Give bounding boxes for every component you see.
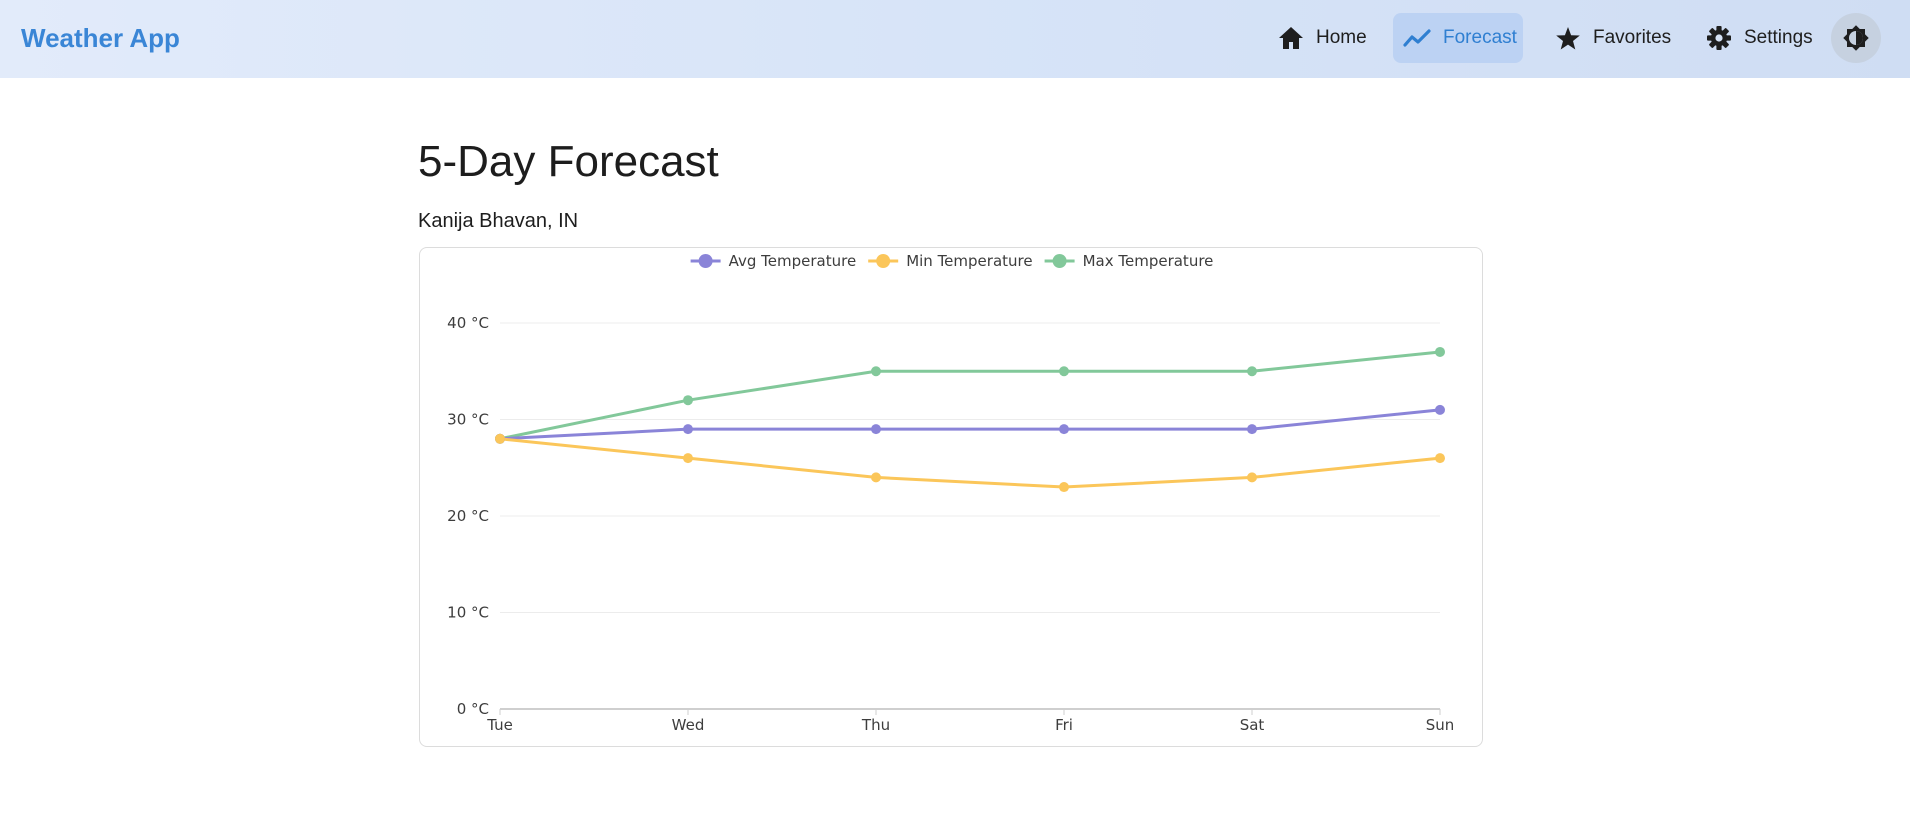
nav-forecast-label: Forecast [1443, 27, 1517, 48]
data-point-min-temperature [1059, 482, 1069, 493]
x-tick-label: Sun [1426, 716, 1455, 734]
x-tick-label: Thu [861, 716, 890, 734]
nav-settings-label: Settings [1744, 27, 1813, 48]
data-point-avg-temperature [1435, 404, 1445, 415]
nav-settings[interactable]: Settings [1696, 13, 1823, 63]
legend-label-avg-temperature[interactable]: Avg Temperature [729, 252, 857, 270]
x-tick-label: Tue [486, 716, 513, 734]
nav-home[interactable]: Home [1268, 13, 1377, 63]
app-brand[interactable]: Weather App [21, 23, 180, 53]
nav-forecast[interactable]: Forecast [1393, 13, 1523, 63]
legend-swatch-avg-temperature[interactable] [698, 254, 713, 268]
data-point-min-temperature [683, 453, 693, 464]
home-icon [1278, 26, 1304, 50]
forecast-chart: 0 °C 10 °C 20 °C 30 °C 40 °C Tue Wed Thu Fri Sat S… [447, 252, 1455, 734]
x-tick-label: Wed [672, 716, 705, 734]
data-point-max-temperature [1059, 366, 1069, 377]
legend-swatch-min-temperature[interactable] [876, 254, 891, 268]
data-point-min-temperature [1435, 453, 1445, 464]
trend-icon [1403, 28, 1431, 48]
nav-favorites-label: Favorites [1593, 27, 1672, 48]
star-icon [1555, 26, 1581, 51]
page-title: 5-Day Forecast [418, 137, 719, 186]
data-point-avg-temperature [871, 424, 881, 435]
y-tick-label: 30 °C [447, 411, 489, 429]
nav-home-label: Home [1316, 27, 1367, 48]
data-point-avg-temperature [1247, 424, 1257, 435]
gear-icon [1706, 25, 1732, 51]
data-point-avg-temperature [683, 424, 693, 435]
x-tick-label: Sat [1240, 716, 1265, 734]
series-line-avg-temperature [499, 408, 1441, 441]
series-line-max-temperature [499, 350, 1441, 441]
data-point-max-temperature [1247, 366, 1257, 377]
legend-swatch-max-temperature[interactable] [1052, 254, 1067, 268]
data-point-min-temperature [871, 472, 881, 483]
nav-favorites[interactable]: Favorites [1545, 13, 1681, 63]
data-point-max-temperature [1435, 346, 1445, 357]
brightness-icon [1841, 23, 1871, 53]
data-point-avg-temperature [1059, 424, 1069, 435]
data-point-max-temperature [871, 366, 881, 377]
y-tick-label: 10 °C [447, 604, 489, 622]
y-tick-label: 20 °C [447, 507, 489, 525]
data-point-min-temperature [495, 433, 505, 444]
y-tick-label: 0 °C [457, 700, 489, 718]
legend-label-min-temperature[interactable]: Min Temperature [906, 252, 1032, 270]
series-line-min-temperature [499, 437, 1441, 489]
location-label: Kanija Bhavan, IN [418, 210, 579, 232]
forecast-chart-card: 0 °C 10 °C 20 °C 30 °C 40 °C Tue Wed Thu Fri Sat S… [419, 247, 1483, 747]
x-tick-label: Fri [1055, 716, 1073, 734]
data-point-min-temperature [1247, 472, 1257, 483]
top-navbar: Weather App Home Forecast Favorites [0, 0, 1910, 78]
y-tick-label: 40 °C [447, 314, 489, 332]
theme-toggle-button[interactable] [1831, 13, 1881, 63]
legend-label-max-temperature[interactable]: Max Temperature [1083, 252, 1214, 270]
data-point-max-temperature [683, 395, 693, 406]
